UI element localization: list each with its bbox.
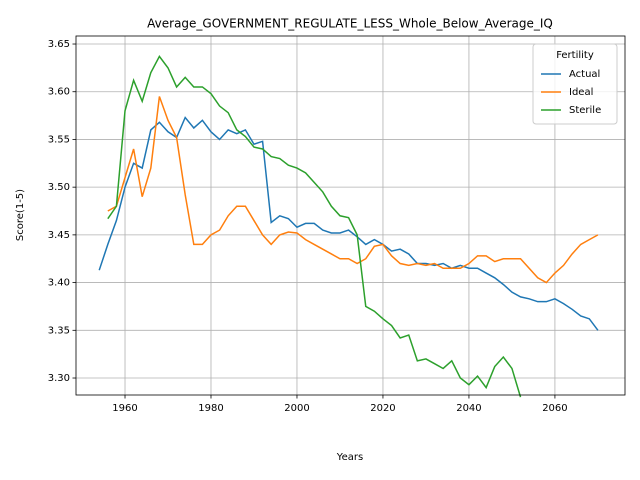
plot-frame [75,35,626,396]
x-tick-label: 2040 [456,403,481,414]
x-tick-label: 2000 [284,403,309,414]
x-axis-label: Years [336,452,363,463]
x-tick-label: 2020 [370,403,395,414]
y-axis-label: Score(1-5) [15,189,26,241]
y-tick-label: 3.55 [48,134,70,145]
chart-title: Average_GOVERNMENT_REGULATE_LESS_Whole_B… [147,17,553,31]
x-tick-label: 2060 [542,403,567,414]
y-tick-label: 3.60 [48,87,70,98]
y-tick-label: 3.45 [48,230,70,241]
y-tick-label: 3.35 [48,325,70,336]
legend-label: Ideal [569,87,593,98]
legend-label: Sterile [569,105,601,116]
y-tick-label: 3.40 [48,278,70,289]
legend-title: Fertility [556,50,594,61]
line-series [107,55,522,398]
line-series [98,116,599,331]
y-tick-label: 3.65 [48,39,70,50]
y-tick-label: 3.30 [48,373,70,384]
x-tick-label: 1980 [198,403,223,414]
line-series [107,96,599,284]
x-tick-label: 1960 [112,403,137,414]
legend-box [532,43,618,125]
y-tick-label: 3.50 [48,182,70,193]
legend-label: Actual [569,69,600,80]
